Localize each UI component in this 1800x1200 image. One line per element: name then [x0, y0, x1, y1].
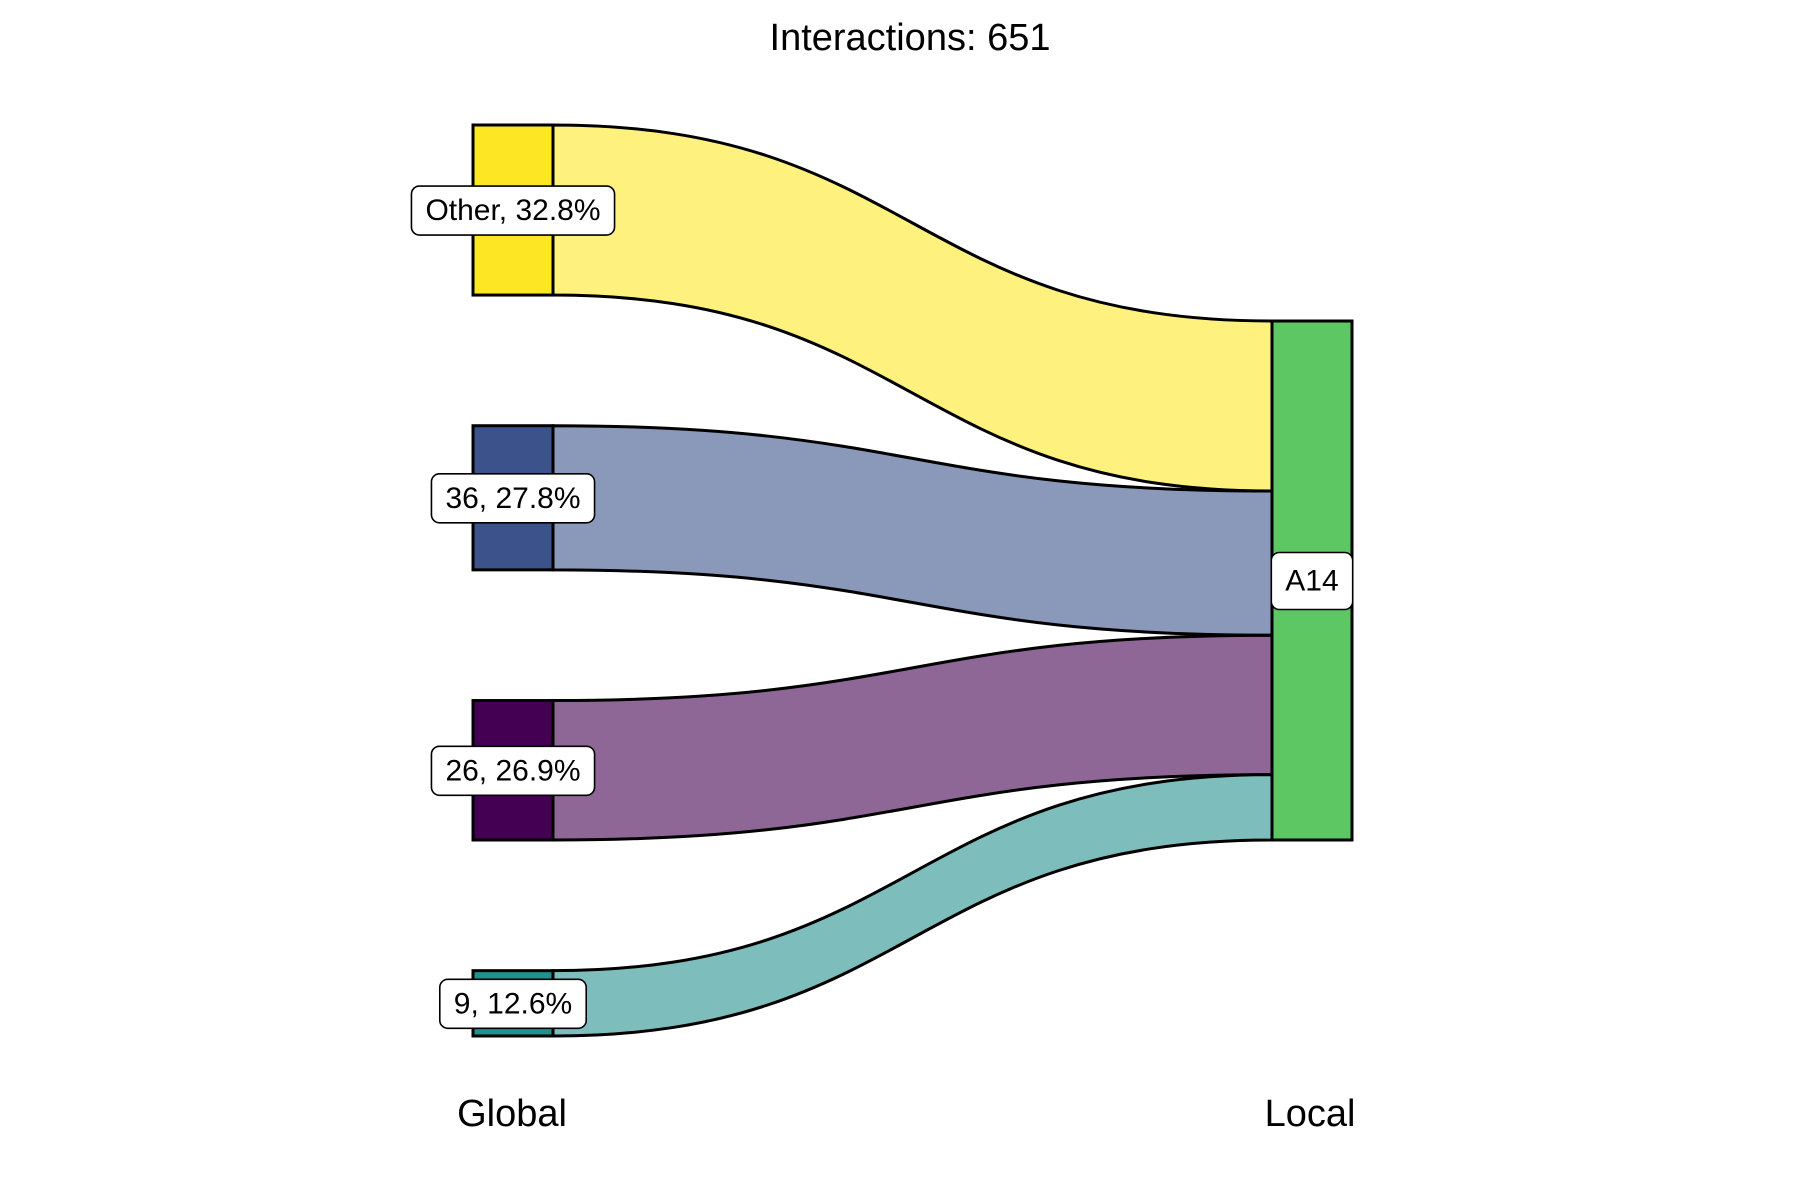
svg-text:36, 27.8%: 36, 27.8% [445, 482, 580, 515]
source-label-9: 9, 12.6% [438, 978, 588, 1030]
source-label-26: 26, 26.9% [430, 745, 596, 797]
chart-title: Interactions: 651 [770, 17, 1051, 59]
source-label-36: 36, 27.8% [430, 472, 596, 524]
svg-text:26, 26.9%: 26, 26.9% [445, 754, 580, 787]
labels-group: Other, 32.8% 36, 27.8% 26, 26.9% 9, 12.6% A1… [410, 185, 1354, 1030]
target-label: A14 [1270, 551, 1354, 611]
flows-group [551, 123, 1274, 1038]
svg-text:Other, 32.8%: Other, 32.8% [425, 194, 600, 227]
source-label-other: Other, 32.8% [410, 185, 616, 236]
axis-label-global: Global [457, 1093, 567, 1135]
svg-text:9, 12.6%: 9, 12.6% [454, 987, 572, 1020]
svg-text:A14: A14 [1285, 565, 1338, 598]
axis-label-local: Local [1265, 1093, 1356, 1135]
